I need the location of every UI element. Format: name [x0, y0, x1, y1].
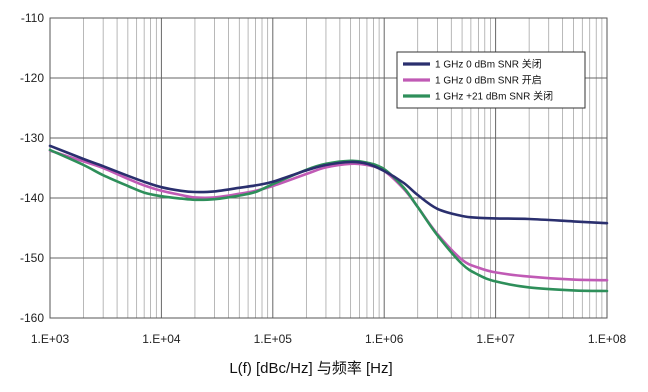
plot-frame	[49, 17, 608, 319]
series-line-1	[48, 144, 609, 225]
y-tick-label: -110	[21, 11, 44, 25]
minor-gridlines	[83, 18, 603, 318]
y-tick-label: -160	[20, 311, 44, 325]
legend-label-3: 1 GHz +21 dBm SNR 关闭	[435, 90, 553, 103]
x-tick-label: 1.E+07	[476, 332, 515, 346]
y-tick-label: -120	[20, 71, 44, 85]
x-axis-ticks: 1.E+03 1.E+04 1.E+05 1.E+06 1.E+07 1.E+08	[31, 332, 627, 346]
x-axis-label: L(f) [dBc/Hz] 与频率 [Hz]	[229, 360, 392, 377]
legend: 1 GHz 0 dBm SNR 关闭 1 GHz 0 dBm SNR 开启 1 GH…	[396, 51, 586, 109]
legend-label-1: 1 GHz 0 dBm SNR 关闭	[435, 58, 542, 71]
series-line-2	[48, 149, 609, 282]
legend-label-2: 1 GHz 0 dBm SNR 开启	[435, 74, 542, 87]
x-tick-label: 1.E+03	[31, 332, 70, 346]
series-layer	[48, 144, 609, 293]
x-tick-label: 1.E+06	[365, 332, 404, 346]
y-tick-label: -140	[20, 191, 44, 205]
x-tick-label: 1.E+05	[254, 332, 293, 346]
x-tick-label: 1.E+04	[142, 332, 181, 346]
y-tick-label: -150	[20, 251, 44, 265]
y-tick-label: -130	[20, 131, 44, 145]
x-tick-label: 1.E+08	[588, 332, 627, 346]
y-axis-ticks: -110 -120 -130 -140 -150 -160	[20, 11, 44, 325]
